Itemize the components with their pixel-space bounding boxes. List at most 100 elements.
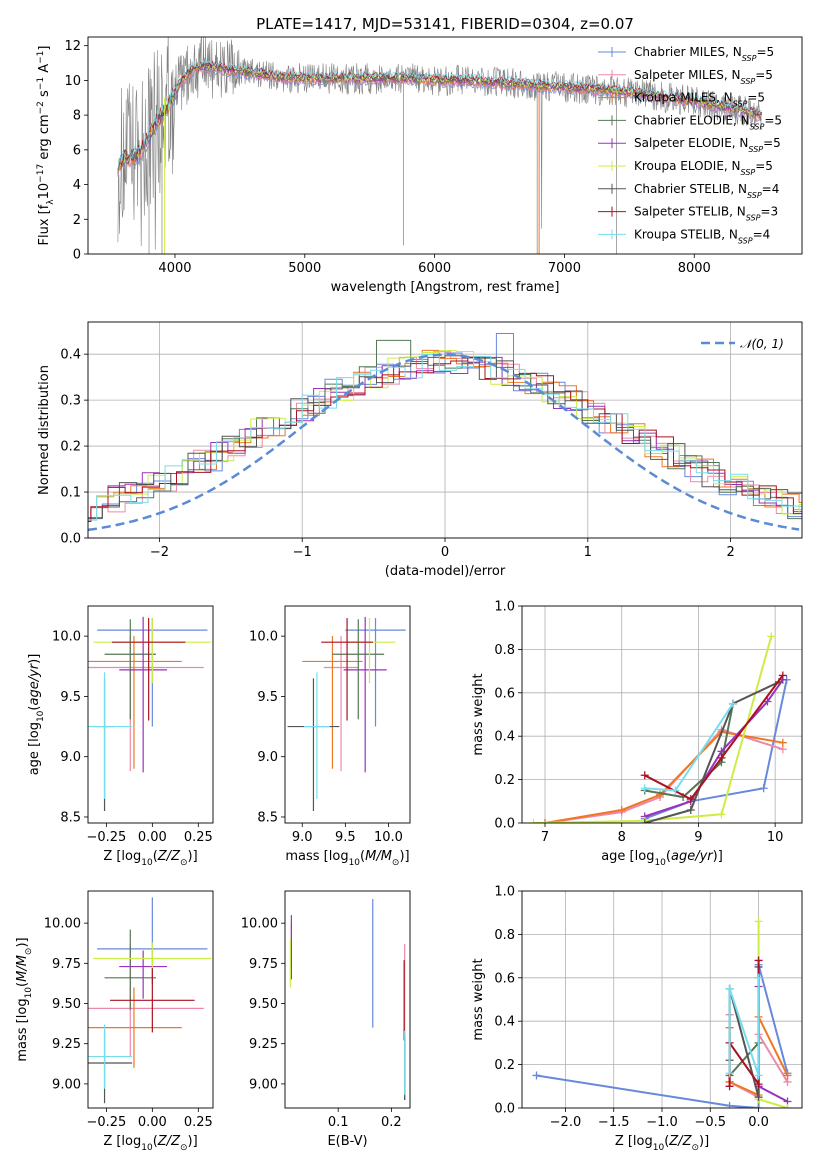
x-tick-label: −0.25 (86, 830, 126, 845)
plot-area-spectrum (117, 37, 763, 254)
y-tick-label: 0.4 (494, 1015, 515, 1030)
x-axis-label-part: E(B-V) (327, 1134, 367, 1149)
axes-frame (521, 890, 803, 1109)
axes-mass-weight-vs-Z: −2.0 −1.5 −1.0 −0.5 0.0 0.0 0.2 0.4 0.6 0.8 1.0 Z [… (471, 885, 803, 1153)
x-axis-label: age [log10(age/yr)] (601, 849, 723, 868)
y-tick-label: 9.75 (52, 957, 81, 972)
x-axis-label-part: ( (153, 849, 158, 864)
legend-label-sub: SSP (741, 76, 756, 85)
x-axis-label: (data-model)/error (385, 564, 506, 579)
x-axis-label-part: Z [log (103, 849, 141, 864)
y-axis-label-part: s (37, 90, 52, 101)
x-axis-label: Z [log10(Z/Z⊙)] (103, 1134, 197, 1153)
x-axis-label-part: 10 (141, 858, 153, 868)
weight-marker (725, 1069, 734, 1078)
y-tick-label: 9.50 (52, 997, 81, 1012)
weight-marker (778, 671, 787, 680)
y-axis-label-part: ( (27, 706, 42, 711)
x-tick-label: 0 (441, 545, 449, 560)
x-axis-label: mass [log10(M/M⊙)] (285, 849, 409, 868)
x-tick-label: 0.25 (184, 1115, 213, 1130)
x-axis-label-part: ( (664, 1134, 669, 1149)
y-tick-label: 0.6 (494, 971, 515, 986)
axes-spectrum: 4000 5000 6000 7000 8000 0 2 4 6 8 10 12 wavelength … (36, 36, 803, 295)
legend-label-text: Salpeter ELODIE, N (634, 136, 748, 150)
weight-marker (754, 1093, 763, 1102)
y-tick-label: 0.2 (494, 1058, 515, 1073)
y-axis-label-part: age [log (27, 722, 42, 775)
legend-label: Kroupa STELIB, NSSP=4 (634, 227, 770, 245)
x-axis-label: E(B-V) (327, 1134, 367, 1149)
weight-marker (728, 699, 737, 708)
weight-marker (783, 1071, 792, 1080)
y-axis-label: mass weight (471, 673, 486, 755)
legend-label-suffix: =5 (755, 159, 773, 173)
y-tick-label: 8.5 (257, 810, 278, 825)
y-tick-label: 2 (73, 213, 81, 228)
x-axis-label: wavelength [Angstrom, rest frame] (331, 280, 560, 295)
x-axis-label-part: 10 (141, 1143, 153, 1153)
x-tick-label: 10 (767, 830, 784, 845)
x-axis-label-part: Z/Z (157, 849, 181, 864)
weight-line-kroupa-stelib (728, 977, 760, 1076)
x-tick-label: 0.25 (184, 830, 213, 845)
axes-frame (87, 36, 803, 255)
x-tick-label: −1.0 (646, 1115, 678, 1130)
weight-marker (754, 956, 763, 965)
legend-label: Chabrier STELIB, NSSP=4 (634, 182, 779, 200)
y-tick-label: 0.1 (60, 486, 81, 501)
weight-marker (686, 805, 695, 814)
x-axis-label-part: wavelength [Angstrom, rest frame] (331, 280, 560, 295)
weight-marker (541, 819, 550, 823)
weight-marker (754, 917, 763, 926)
weight-marker (767, 632, 776, 641)
y-axis-label-part: ⊙ (24, 948, 34, 956)
legend-label: Kroupa MILES, NSSP=5 (634, 91, 765, 109)
axes-frame (87, 605, 214, 824)
x-tick-label: 6000 (418, 261, 451, 276)
y-axis-label-part: −2 (36, 101, 46, 114)
y-tick-label: 9.0 (257, 750, 278, 765)
x-axis-label-part: )] (699, 1134, 709, 1149)
x-tick-label: 2 (726, 545, 734, 560)
y-tick-label: 1.0 (494, 600, 515, 615)
histogram-kroupa-stelib (88, 354, 802, 521)
y-tick-label: 0 (73, 248, 81, 263)
legend-label-sub: SSP (742, 54, 757, 63)
weight-marker (671, 786, 680, 795)
legend-label-text: Chabrier ELODIE, N (634, 113, 750, 127)
axes-age-vs-mass: 9.0 9.5 10.0 8.5 9.0 9.5 10.0 mass [log10(M/M⊙)… (249, 605, 411, 868)
x-tick-label: 0.00 (138, 1115, 167, 1130)
weight-marker (532, 1071, 541, 1080)
x-tick-label: 9.0 (292, 830, 313, 845)
model-spectrum-kroupa-stelib (117, 58, 762, 169)
legend-label-text: Salpeter MILES, N (634, 68, 741, 82)
y-tick-label: 9.00 (249, 1077, 278, 1092)
x-tick-label: 0.0 (748, 1115, 769, 1130)
y-axis-label-part: )] (27, 654, 42, 664)
x-tick-label: 0.2 (381, 1115, 402, 1130)
x-tick-label: 4000 (158, 261, 191, 276)
histogram-salpeter-stelib (88, 356, 802, 522)
legend-label-sub: SSP (733, 99, 748, 108)
y-tick-label: 0.8 (494, 643, 515, 658)
x-tick-label: 9.5 (335, 830, 356, 845)
legend-label-suffix: =5 (756, 45, 774, 59)
y-axis-label: mass weight (471, 958, 486, 1040)
weight-marker (783, 1104, 792, 1108)
weight-line-salpeter-stelib (644, 674, 784, 801)
legend-label: Salpeter MILES, NSSP=5 (634, 68, 773, 86)
legend-label-suffix: =5 (755, 68, 773, 82)
y-tick-label: 0.8 (494, 928, 515, 943)
y-axis-label-part: A (37, 64, 52, 77)
axes-frame (87, 890, 214, 1109)
y-tick-label: 10.00 (44, 917, 81, 932)
x-axis-label: Z [log10(Z/Z⊙)] (615, 1134, 709, 1153)
axes-mass-vs-EBV: 0.1 0.2 9.00 9.25 9.50 9.75 10.00 E(B-V) (241, 890, 411, 1149)
y-tick-label: 0.0 (494, 1102, 515, 1117)
normal-curve (88, 353, 800, 532)
y-axis-label-part: mass [log (15, 998, 30, 1061)
weight-line-chabrier-miles (536, 964, 789, 1108)
y-tick-label: 10.00 (241, 917, 278, 932)
